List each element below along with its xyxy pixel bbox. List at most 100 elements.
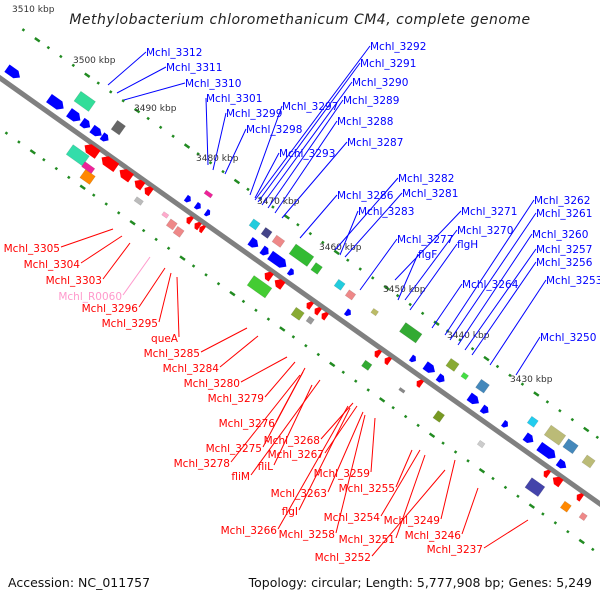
gene-label[interactable]: Mchl_3299 xyxy=(226,108,282,120)
gene-label[interactable]: Mchl_3253 xyxy=(546,275,600,287)
reverse-gene-arrow[interactable] xyxy=(142,184,154,197)
gene-label[interactable]: Mchl_3257 xyxy=(536,244,592,256)
forward-gene-arrow[interactable] xyxy=(479,404,491,416)
gene-label[interactable]: Mchl_3293 xyxy=(279,148,335,160)
forward-gene-arrow[interactable] xyxy=(422,361,438,375)
forward-gene-arrow[interactable] xyxy=(408,354,418,364)
reverse-gene-arrow[interactable] xyxy=(192,220,202,231)
gene-feature[interactable] xyxy=(432,410,445,423)
gene-label[interactable]: fliL xyxy=(258,461,274,473)
gene-feature[interactable] xyxy=(398,386,406,394)
forward-gene-arrow[interactable] xyxy=(286,267,296,277)
reverse-gene-arrow[interactable] xyxy=(82,141,101,159)
gene-feature[interactable] xyxy=(559,500,572,513)
gene-label[interactable]: Mchl_3289 xyxy=(343,95,399,107)
gene-label[interactable]: Mchl_3303 xyxy=(46,275,102,287)
gene-label[interactable]: Mchl_3305 xyxy=(4,243,60,255)
gene-label[interactable]: Mchl_3266 xyxy=(221,525,278,537)
gene-feature[interactable] xyxy=(344,289,357,301)
gene-feature[interactable] xyxy=(370,307,379,317)
gene-label[interactable]: Mchl_3292 xyxy=(370,41,426,53)
gene-feature[interactable] xyxy=(445,357,460,372)
gene-label[interactable]: Mchl_3270 xyxy=(457,225,513,237)
forward-gene-arrow[interactable] xyxy=(203,209,212,218)
gene-label[interactable]: Mchl_3287 xyxy=(347,137,403,149)
gene-feature[interactable] xyxy=(133,196,144,206)
gene-label[interactable]: Mchl_3281 xyxy=(402,188,458,200)
gene-label[interactable]: Mchl_3288 xyxy=(337,116,393,128)
gene-label[interactable]: Mchl_3256 xyxy=(536,257,593,269)
forward-gene-arrow[interactable] xyxy=(522,432,536,445)
gene-feature[interactable] xyxy=(248,218,261,231)
forward-gene-arrow[interactable] xyxy=(466,392,482,407)
gene-label[interactable]: Mchl_3298 xyxy=(246,124,302,136)
gene-feature[interactable] xyxy=(260,226,273,239)
forward-gene-arrow[interactable] xyxy=(183,194,193,204)
forward-gene-arrow[interactable] xyxy=(247,237,260,250)
gene-feature[interactable] xyxy=(271,234,286,248)
gene-feature[interactable] xyxy=(578,511,588,522)
gene-label[interactable]: Mchl_R0060 xyxy=(58,291,122,303)
gene-label[interactable]: Mchl_3278 xyxy=(174,458,230,470)
reverse-gene-arrow[interactable] xyxy=(304,300,314,310)
gene-feature[interactable] xyxy=(81,161,96,174)
gene-label[interactable]: Mchl_3237 xyxy=(427,544,483,556)
gene-feature[interactable] xyxy=(333,278,346,291)
forward-gene-arrow[interactable] xyxy=(501,419,510,429)
gene-feature[interactable] xyxy=(79,169,96,185)
forward-gene-arrow[interactable] xyxy=(46,93,66,113)
gene-label[interactable]: fliM xyxy=(231,471,250,483)
gene-label[interactable]: Mchl_3301 xyxy=(206,93,262,105)
reverse-gene-arrow[interactable] xyxy=(550,474,564,488)
forward-gene-arrow[interactable] xyxy=(193,201,203,211)
gene-feature[interactable] xyxy=(476,439,486,449)
gene-label[interactable]: Mchl_3258 xyxy=(279,529,335,541)
gene-feature[interactable] xyxy=(172,225,185,238)
reverse-gene-arrow[interactable] xyxy=(382,355,392,366)
gene-label[interactable]: Mchl_3291 xyxy=(360,58,416,70)
forward-gene-arrow[interactable] xyxy=(4,64,22,82)
gene-label[interactable]: Mchl_3251 xyxy=(339,534,395,546)
gene-feature[interactable] xyxy=(581,454,596,469)
gene-feature[interactable] xyxy=(310,262,323,275)
gene-feature[interactable] xyxy=(305,315,315,325)
gene-feature[interactable] xyxy=(110,119,126,136)
forward-gene-arrow[interactable] xyxy=(89,124,104,139)
gene-feature[interactable] xyxy=(543,424,567,446)
gene-label[interactable]: Mchl_3263 xyxy=(271,488,327,500)
gene-label[interactable]: Mchl_3290 xyxy=(352,77,408,89)
gene-label[interactable]: flgF xyxy=(418,249,437,261)
forward-gene-arrow[interactable] xyxy=(343,308,353,317)
gene-feature[interactable] xyxy=(73,90,96,112)
gene-label[interactable]: Mchl_3276 xyxy=(219,418,276,430)
gene-label[interactable]: Mchl_3260 xyxy=(532,229,588,241)
gene-label[interactable]: Mchl_3296 xyxy=(82,303,139,315)
gene-label[interactable]: Mchl_3267 xyxy=(268,449,324,461)
gene-label[interactable]: Mchl_3295 xyxy=(102,318,158,330)
gene-feature[interactable] xyxy=(65,144,90,167)
gene-feature[interactable] xyxy=(562,438,579,455)
forward-gene-arrow[interactable] xyxy=(435,373,447,384)
gene-label[interactable]: Mchl_3310 xyxy=(185,78,241,90)
forward-gene-arrow[interactable] xyxy=(99,132,111,143)
gene-label[interactable]: Mchl_3297 xyxy=(282,101,338,113)
reverse-gene-arrow[interactable] xyxy=(312,305,322,316)
gene-label[interactable]: Mchl_3261 xyxy=(536,208,592,220)
gene-label[interactable]: Mchl_3282 xyxy=(398,173,454,185)
gene-feature[interactable] xyxy=(290,306,305,321)
forward-gene-arrow[interactable] xyxy=(267,250,289,271)
reverse-gene-arrow[interactable] xyxy=(184,215,194,225)
gene-label[interactable]: Mchl_3279 xyxy=(208,393,264,405)
gene-label[interactable]: Mchl_3284 xyxy=(163,363,220,375)
gene-label[interactable]: Mchl_3286 xyxy=(337,190,394,202)
gene-feature[interactable] xyxy=(460,371,469,381)
gene-feature[interactable] xyxy=(524,477,546,498)
forward-gene-arrow[interactable] xyxy=(259,245,271,258)
gene-label[interactable]: Mchl_3311 xyxy=(166,62,222,74)
gene-label[interactable]: Mchl_3249 xyxy=(384,515,440,527)
gene-label[interactable]: Mchl_3254 xyxy=(324,512,381,524)
gene-label[interactable]: Mchl_3277 xyxy=(397,234,453,246)
forward-gene-arrow[interactable] xyxy=(555,458,569,471)
reverse-gene-arrow[interactable] xyxy=(319,310,329,321)
reverse-gene-arrow[interactable] xyxy=(575,492,585,502)
